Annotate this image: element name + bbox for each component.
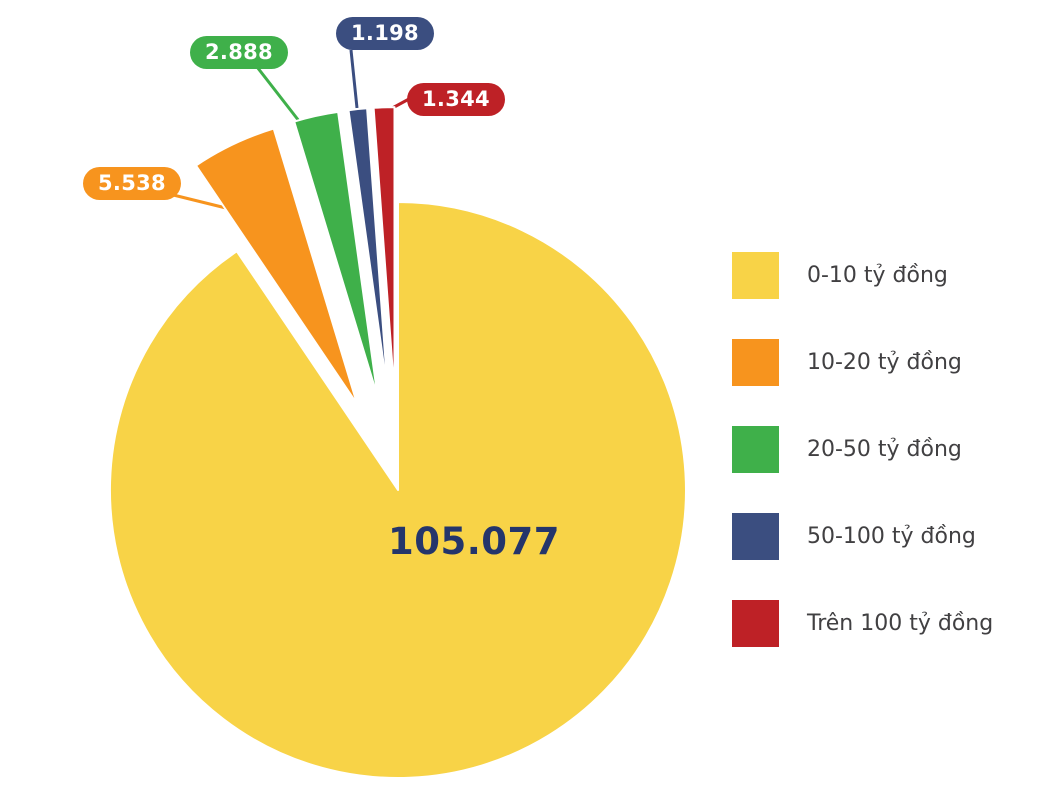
pie-slice-3: [347, 107, 389, 397]
legend-swatch-50-100: [732, 513, 779, 560]
legend-item-0-10: 0-10 tỷ đồng: [732, 252, 993, 299]
slice-value-label-0-10: 105.077: [387, 520, 561, 563]
pie-slice-0: [108, 201, 687, 779]
callout-50-100: 1.198: [336, 17, 434, 50]
callout-10-20: 5.538: [83, 167, 181, 200]
legend-item-10-20: 10-20 tỷ đồng: [732, 339, 993, 386]
legend-item-20-50: 20-50 tỷ đồng: [732, 426, 993, 473]
callout-over-100: 1.344: [407, 83, 505, 116]
leader-line-slice-2: [252, 62, 301, 122]
legend-label-50-100: 50-100 tỷ đồng: [807, 524, 976, 549]
legend-label-20-50: 20-50 tỷ đồng: [807, 437, 962, 462]
legend-item-over-100: Trên 100 tỷ đồng: [732, 600, 993, 647]
legend-swatch-20-50: [732, 426, 779, 473]
legend-label-over-100: Trên 100 tỷ đồng: [807, 611, 994, 636]
legend-swatch-10-20: [732, 339, 779, 386]
leader-line-slice-3: [349, 49, 359, 109]
legend-swatch-over-100: [732, 600, 779, 647]
legend-label-10-20: 10-20 tỷ đồng: [807, 350, 962, 375]
legend-swatch-0-10: [732, 252, 779, 299]
pie-slice-2: [293, 110, 379, 399]
callout-20-50: 2.888: [190, 36, 288, 69]
legend-item-50-100: 50-100 tỷ đồng: [732, 513, 993, 560]
legend-label-0-10: 0-10 tỷ đồng: [807, 263, 948, 288]
legend: 0-10 tỷ đồng 10-20 tỷ đồng 20-50 tỷ đồng…: [732, 252, 993, 687]
pie-slice-1: [195, 127, 359, 406]
pie-slices: [108, 106, 687, 779]
pie-slice-4: [372, 106, 396, 397]
